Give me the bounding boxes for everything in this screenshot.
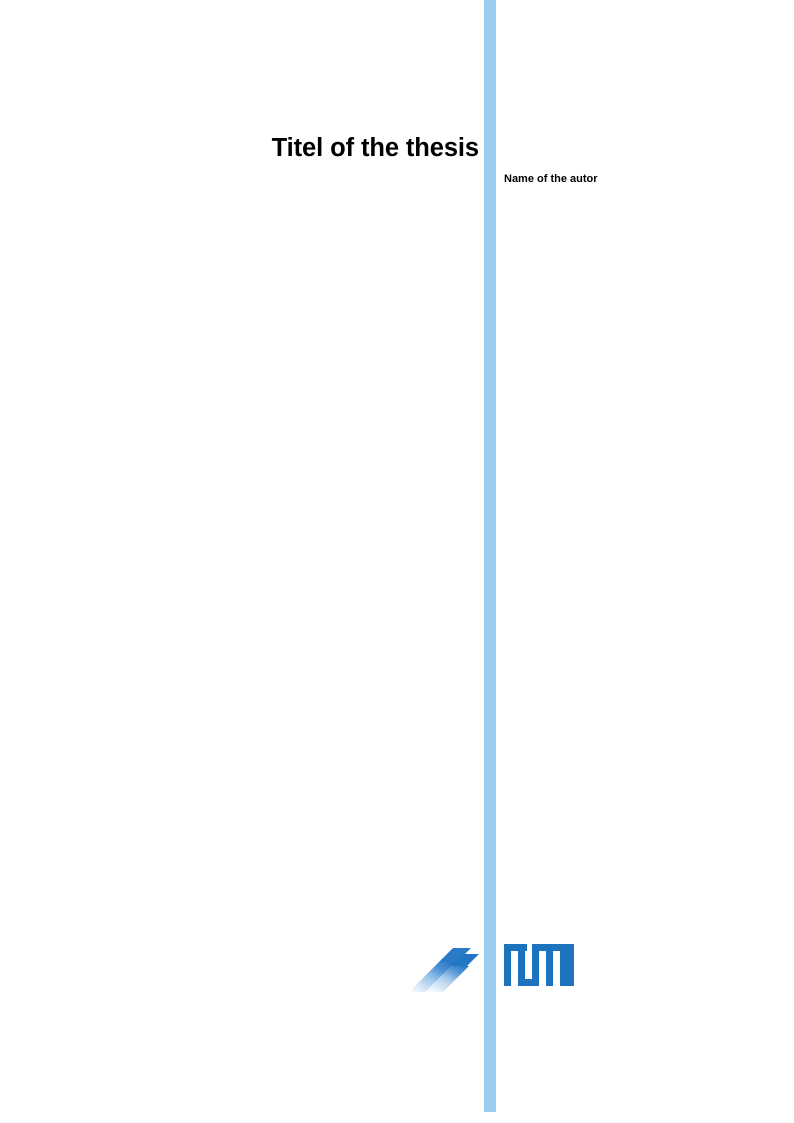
- vertical-accent-rule: [484, 0, 496, 1112]
- tum-logo: [405, 938, 635, 1000]
- author-name: Name of the autor: [504, 173, 598, 185]
- page-title: Titel of the thesis: [271, 134, 479, 162]
- title-block: Titel of the thesis: [0, 133, 479, 163]
- tum-wordmark-icon: [504, 944, 574, 986]
- author-block: Name of the autor: [504, 172, 784, 186]
- tum-ribbon-icon: [405, 938, 485, 1000]
